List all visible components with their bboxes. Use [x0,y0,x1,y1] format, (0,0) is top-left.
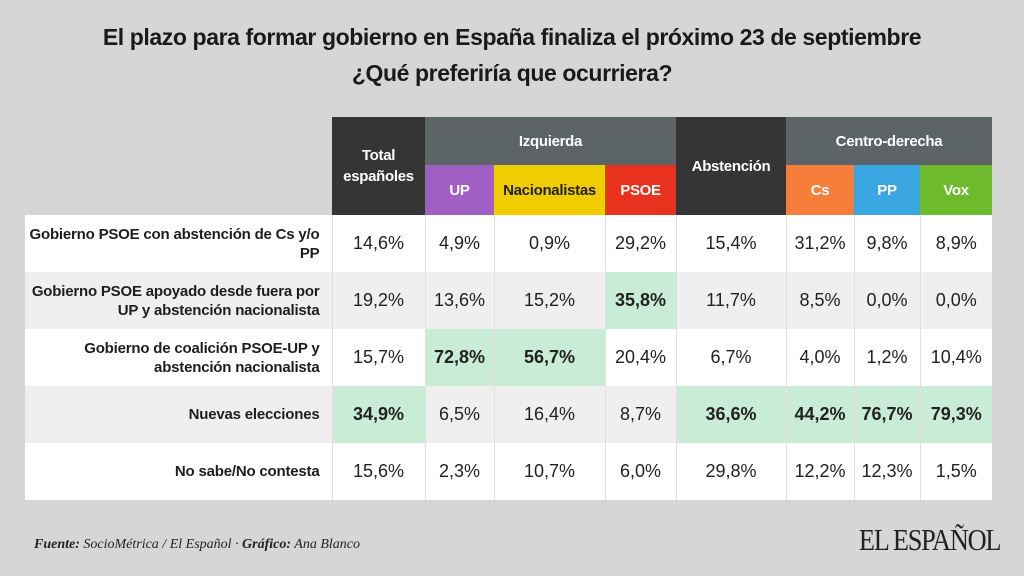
cell-value: 11,7% [675,272,786,329]
table-row: Gobierno PSOE con abstención de Cs y/o P… [25,215,992,272]
table-row: Gobierno de coalición PSOE-UP y abstenci… [25,329,992,386]
cell-value: 72,8% [424,329,494,386]
credit-text: Ana Blanco [291,537,361,552]
cell-value: 8,9% [919,215,992,272]
header-total: Total españoles [332,117,425,215]
cell-value: 0,0% [919,272,992,329]
cell-value: 15,6% [331,443,425,500]
cell-value: 6,0% [604,443,676,500]
header-centro-derecha: Centro-derecha [786,117,992,165]
cell-value: 2,3% [424,443,494,500]
row-label: Gobierno PSOE con abstención de Cs y/o P… [25,215,332,272]
cell-value: 4,0% [785,329,854,386]
cell-value: 14,6% [331,215,425,272]
cell-value: 15,4% [675,215,786,272]
row-label: No sabe/No contesta [25,443,332,500]
cell-value: 13,6% [424,272,494,329]
row-label: Gobierno de coalición PSOE-UP y abstenci… [25,329,332,386]
cell-value: 56,7% [493,329,605,386]
cell-value: 44,2% [785,386,854,443]
cell-value: 0,0% [853,272,920,329]
chart-subtitle: ¿Qué preferiría que ocurriera? [351,60,673,86]
cell-value: 9,8% [853,215,920,272]
source-label: Fuente: [34,537,80,552]
cell-value: 15,7% [331,329,425,386]
cell-value: 29,2% [604,215,676,272]
corner-empty [25,117,332,215]
cell-value: 29,8% [675,443,786,500]
header-party-up: UP [425,165,494,215]
footer-source: Fuente: SocioMétrica / El Español · Gráf… [34,537,360,553]
cell-value: 6,7% [675,329,786,386]
header-abstencion: Abstención [676,117,786,215]
cell-value: 0,9% [493,215,605,272]
header-party-psoe: PSOE [605,165,676,215]
cell-value: 12,2% [785,443,854,500]
header-party-nacionalistas: Nacionalistas [494,165,605,215]
source-text: SocioMétrica / El Español · [79,537,243,552]
cell-value: 76,7% [853,386,920,443]
cell-value: 36,6% [675,386,786,443]
cell-value: 79,3% [919,386,992,443]
cell-value: 4,9% [424,215,494,272]
cell-value: 8,7% [604,386,676,443]
header-izquierda: Izquierda [425,117,676,165]
table-row: Gobierno PSOE apoyado desde fuera por UP… [25,272,992,329]
chart-title: El plazo para formar gobierno en España … [102,24,922,50]
cell-value: 15,2% [493,272,605,329]
cell-value: 8,5% [785,272,854,329]
cell-value: 1,5% [919,443,992,500]
cell-value: 10,4% [919,329,992,386]
cell-value: 12,3% [853,443,920,500]
cell-value: 16,4% [493,386,605,443]
row-label: Gobierno PSOE apoyado desde fuera por UP… [25,272,332,329]
el-espanol-logo: EL ESPAÑOL [858,522,1002,557]
cell-value: 20,4% [604,329,676,386]
cell-value: 31,2% [785,215,854,272]
credit-label: Gráfico: [242,537,292,552]
table-row: No sabe/No contesta 15,6% 2,3% 10,7% 6,0% 29,… [25,443,992,500]
row-label: Nuevas elecciones [25,386,332,443]
cell-value: 1,2% [853,329,920,386]
cell-value: 6,5% [424,386,494,443]
cell-value: 10,7% [493,443,605,500]
header-party-pp: PP [854,165,920,215]
cell-value: 19,2% [331,272,425,329]
cell-value: 34,9% [331,386,425,443]
header-party-cs: Cs [786,165,854,215]
cell-value: 35,8% [604,272,676,329]
results-table: Total españoles Izquierda Abstención Cen… [25,117,992,500]
header-party-vox: Vox [920,165,992,215]
table-row: Nuevas elecciones 34,9% 6,5% 16,4% 8,7% 36,6%… [25,386,992,443]
